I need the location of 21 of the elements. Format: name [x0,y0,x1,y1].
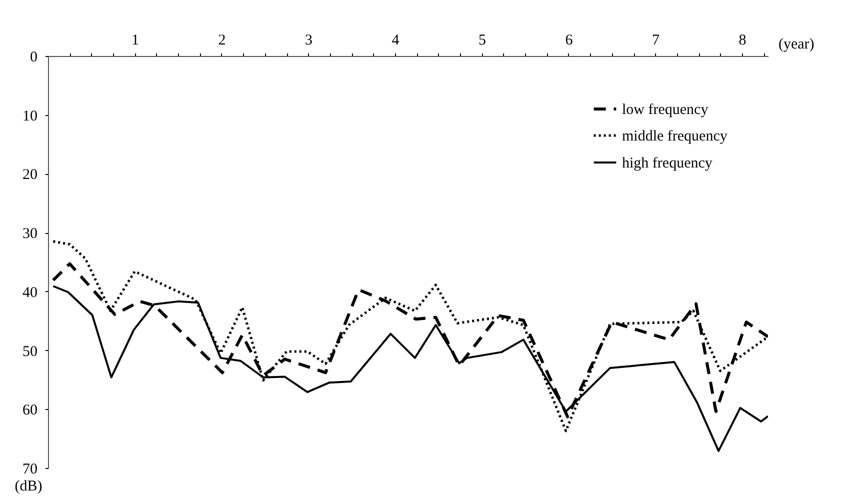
legend-label: middle frequency [622,128,728,144]
y-tick-label: 60 [22,402,38,419]
x-tick-label: 2 [218,32,226,48]
x-tick-label: 7 [652,32,660,48]
legend-label: low frequency [622,102,709,118]
x-tick-label: 8 [738,32,746,48]
y-tick-label: 0 [30,50,38,66]
y-tick-label: 40 [22,284,38,301]
x-tick-label: 4 [392,32,400,48]
y-axis-title: (dB) [14,478,42,494]
y-tick-label: 30 [22,226,38,242]
legend-label: high frequency [622,156,713,172]
y-tick-label: 20 [22,167,38,184]
x-axis-title: (year) [778,36,814,52]
y-tick-label: 50 [22,344,38,360]
y-tick-label: 10 [22,108,38,124]
y-tick-label: 70 [22,462,38,478]
x-tick-label: 6 [565,32,574,48]
x-tick-label: 5 [478,32,486,48]
x-tick-label: 1 [131,32,139,48]
x-tick-label: 3 [304,32,312,48]
